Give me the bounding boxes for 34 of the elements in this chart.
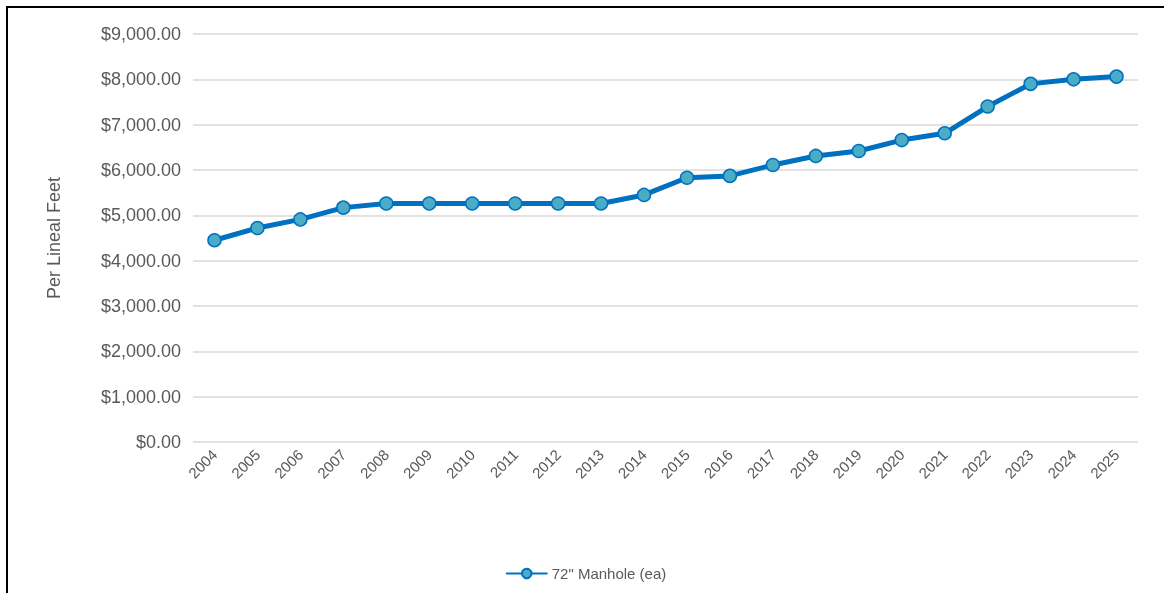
y-axis-title: Per Lineal Feet (44, 176, 64, 300)
y-tick-label: $2,000.00 (100, 341, 181, 362)
point (894, 132, 909, 148)
point (765, 157, 781, 173)
point (379, 196, 394, 211)
point (336, 200, 351, 215)
y-tick-label: $7,000.00 (100, 114, 181, 135)
y-tick-label: $3,000.00 (100, 296, 181, 316)
point (293, 212, 308, 227)
y-tick-label: $6,000.00 (100, 160, 181, 180)
point (1023, 76, 1038, 92)
point (808, 148, 824, 164)
y-tick-label: $0.00 (135, 432, 181, 452)
point (937, 126, 952, 141)
y-tick-label: $1,000.00 (100, 386, 181, 407)
point (980, 99, 995, 114)
point (851, 143, 867, 159)
point (593, 196, 609, 211)
point (250, 220, 265, 236)
point (507, 196, 523, 211)
point (1109, 69, 1124, 84)
point (1066, 72, 1081, 87)
y-tick-label: $5,000.00 (100, 205, 181, 226)
legend-label: 72" Manhole (ea) (551, 565, 667, 582)
point (722, 168, 738, 184)
point (550, 196, 566, 211)
point (207, 233, 222, 248)
point (464, 196, 480, 211)
point (422, 196, 437, 211)
y-tick-label: $8,000.00 (100, 69, 181, 90)
y-tick-label: $9,000.00 (100, 24, 181, 44)
point (636, 187, 652, 203)
y-tick-label: $4,000.00 (100, 250, 181, 271)
point (679, 170, 695, 185)
